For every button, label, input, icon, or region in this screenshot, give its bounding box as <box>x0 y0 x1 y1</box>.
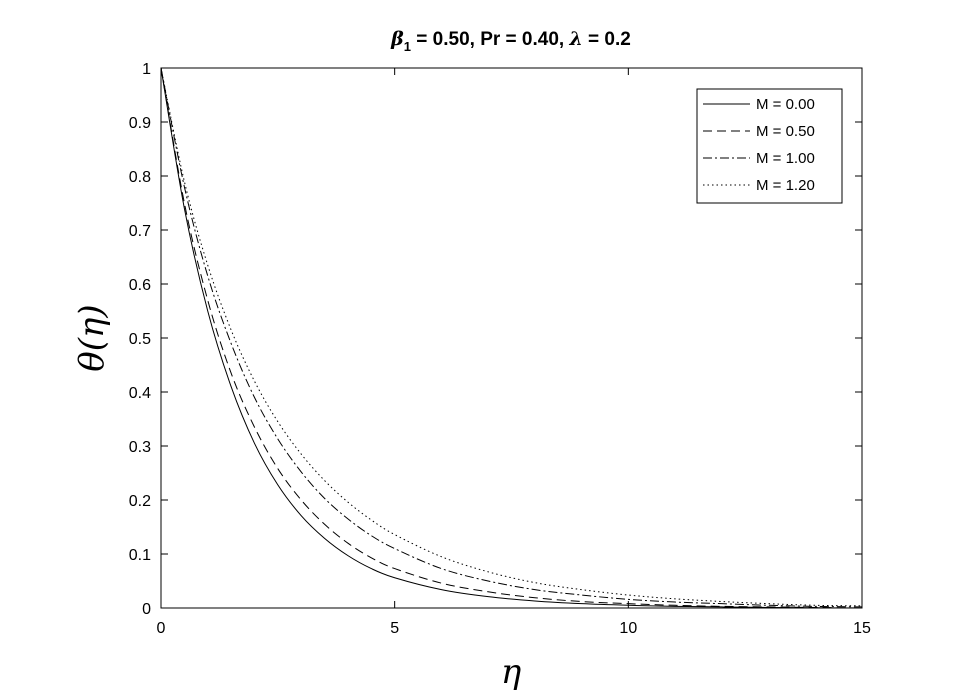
y-tick-label: 0.4 <box>129 385 151 402</box>
title-lambda-text: = 0.2 <box>583 29 631 50</box>
legend-entry-label: M = 1.20 <box>756 177 815 194</box>
legend-entry-label: M = 1.00 <box>756 150 815 167</box>
title-beta-text: = 0.50, Pr = 0.40, <box>411 29 569 50</box>
title-lambda-symbol: λ <box>568 28 582 50</box>
y-tick-label: 0.3 <box>129 439 151 456</box>
series-line-4 <box>160 67 863 607</box>
x-axis-label: η <box>501 652 522 692</box>
y-tick-label: 0.1 <box>129 547 151 564</box>
y-tick-label: 0 <box>142 601 151 618</box>
series-line-2 <box>160 67 863 609</box>
y-tick-label: 0.8 <box>129 169 151 186</box>
y-tick-label: 0.2 <box>129 493 151 510</box>
title-beta-subscript: 1 <box>404 39 411 54</box>
x-tick-label: 0 <box>157 620 166 637</box>
plot-area-border <box>160 67 863 609</box>
x-tick-label: 15 <box>853 620 871 637</box>
legend: M = 0.00 M = 0.50 M = 1.00 M = 1.20 <box>696 88 843 204</box>
legend-box <box>696 88 843 204</box>
series-lines <box>160 67 863 609</box>
series-line-1 <box>160 67 863 609</box>
series-line-3 <box>160 67 863 608</box>
y-tick-label: 0.6 <box>129 277 151 294</box>
legend-entry-label: M = 0.50 <box>756 123 815 140</box>
y-axis-label: θ(η) <box>72 304 112 371</box>
title-beta-symbol: β <box>390 28 404 50</box>
legend-entry-label: M = 0.00 <box>756 96 815 113</box>
chart-title: β1 = 0.50, Pr = 0.40, λ = 0.2 <box>390 28 631 54</box>
y-tick-label: 0.7 <box>129 223 151 240</box>
y-tick-label: 0.5 <box>129 331 151 348</box>
x-tick-label: 10 <box>619 620 637 637</box>
x-tick-label: 5 <box>390 620 399 637</box>
y-tick-label: 1 <box>142 61 151 78</box>
y-tick-label: 0.9 <box>129 115 151 132</box>
